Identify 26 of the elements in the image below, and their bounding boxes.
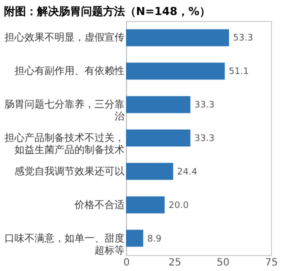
- bar: [126, 230, 144, 247]
- x-tick-label: 25: [168, 258, 182, 268]
- x-tick-label: 50: [216, 258, 230, 268]
- y-tick-label: 担心效果不明显，虚假宣传: [4, 32, 124, 44]
- y-tick-label: 肠胃问题七分靠养，三分靠治: [4, 98, 124, 123]
- bar: [126, 62, 225, 80]
- data-label: 33.3: [194, 134, 214, 144]
- bar: [126, 162, 174, 180]
- chart-title: 附图：解决肠胃问题方法（N=148，%）: [4, 5, 210, 18]
- y-tick-label: 口味不满意，如单一、甜度超标等: [4, 232, 124, 256]
- y-tick-label: 担心产品制备技术不过关，如益生菌产品的制备技术: [4, 132, 124, 156]
- x-tick-label: 75: [265, 258, 278, 268]
- data-label: 33.3: [194, 100, 214, 111]
- bar: [126, 130, 190, 146]
- data-label: 24.4: [177, 167, 198, 178]
- bar: [126, 196, 165, 214]
- y-tick-label: 价格不合适: [74, 198, 124, 211]
- bar: [126, 96, 190, 114]
- data-label: 20.0: [168, 200, 189, 211]
- data-label: 53.3: [233, 34, 254, 44]
- y-tick-label: 感觉自我调节效果还可以: [14, 165, 124, 178]
- y-tick-label: 担心有副作用、有依赖性: [14, 65, 124, 78]
- data-label: 8.9: [147, 234, 162, 244]
- bar: [126, 29, 230, 46]
- data-label: 51.1: [228, 67, 249, 78]
- x-tick-label: 0: [123, 258, 130, 268]
